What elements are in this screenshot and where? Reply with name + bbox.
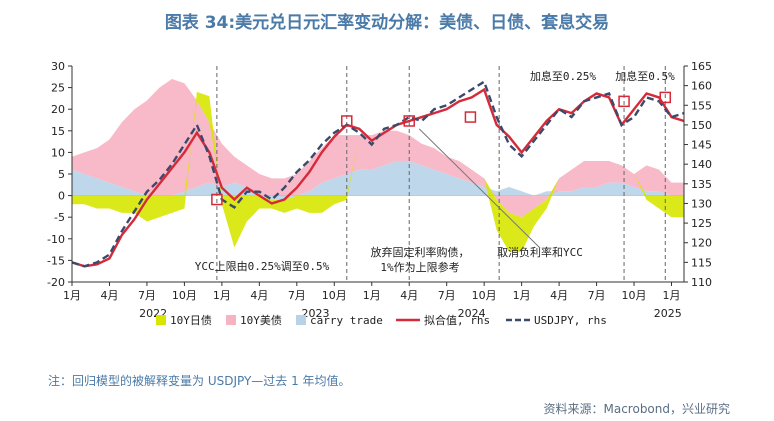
right-tick-label: 135: [691, 178, 712, 191]
x-tick-label: 4月: [250, 289, 268, 302]
source-credit: 资料来源：Macrobond，兴业研究: [543, 402, 731, 416]
footnote: 注：回归模型的被解释变量为 USDJPY—过去 1 年均值。: [48, 374, 351, 388]
chart-area: 30 25 20 15 10 5 0 -5 -10 -15 -20 165 160 155 150 145 14…: [47, 60, 712, 327]
x-tick-label: 1月: [63, 289, 81, 302]
event-marker-2: [403, 115, 415, 127]
event-marker-1: [341, 115, 353, 127]
x-tick-label: 10月: [172, 289, 197, 302]
annotation-pointer: [418, 128, 541, 249]
annotation-hike-05: 加息至0.5%: [615, 69, 675, 83]
x-tick-label: 7月: [438, 289, 456, 302]
area-10Y-: [72, 78, 684, 218]
annotation-fixed-rate: 1%作为上限参考: [380, 260, 459, 274]
x-tick-label: 4月: [550, 289, 568, 302]
left-tick-label: -15: [47, 254, 65, 267]
x-tick-label: 10月: [622, 289, 647, 302]
x-tick-label: 4月: [100, 289, 118, 302]
event-markers: [211, 91, 672, 206]
x-tick-label: 7月: [288, 289, 306, 302]
annotations: YCC上限由0.25%调至0.5% 放弃固定利率购债，1%作为上限参考 取消负利率和…: [195, 69, 675, 274]
line-series-layer: [71, 79, 685, 268]
right-tick-label: 145: [691, 139, 712, 152]
event-marker-5: [659, 91, 672, 104]
legend-swatch-2: [296, 315, 306, 325]
usdjpy-line: [71, 79, 685, 268]
right-tick-label: 165: [691, 60, 712, 73]
legend-label-1: 10Y美债: [240, 313, 282, 327]
annotation-ycc: YCC上限由0.25%调至0.5%: [195, 259, 330, 273]
left-tick-label: 20: [51, 103, 65, 116]
area-10Y-: [72, 91, 684, 252]
right-tick-label: 120: [691, 237, 712, 250]
legend: 10Y日债 10Y美债 carry trade 拟合值, rhs USDJPY, rhs: [156, 313, 607, 327]
x-tick-label: 10月: [472, 289, 497, 302]
left-tick-label: -5: [54, 211, 65, 224]
right-tick-label: 115: [691, 256, 712, 269]
annotation-fixed-rate: 放弃固定利率购债，: [371, 245, 470, 259]
right-tick-label: 150: [691, 119, 712, 132]
right-tick-label: 125: [691, 217, 712, 230]
year-label: 2025: [654, 307, 682, 320]
event-marker-4: [618, 95, 630, 108]
left-tick-label: 0: [58, 190, 65, 203]
left-tick-label: -10: [47, 233, 65, 246]
annotation-cancel-ycc: 取消负利率和YCC: [497, 245, 583, 259]
event-marker-0: [211, 193, 223, 206]
legend-swatch-1: [226, 315, 236, 325]
left-tick-label: 10: [51, 146, 65, 159]
x-tick-label: 7月: [588, 289, 606, 302]
right-tick-label: 140: [691, 158, 712, 171]
left-tick-label: 5: [58, 168, 65, 181]
left-tick-label: 25: [51, 82, 65, 95]
left-tick-label: -20: [47, 276, 65, 289]
axes: 30 25 20 15 10 5 0 -5 -10 -15 -20 165 160 155 150 145 14…: [47, 60, 712, 320]
right-tick-label: 155: [691, 99, 712, 112]
left-tick-label: 30: [51, 60, 65, 73]
chart-title: 图表 34:美元兑日元汇率变动分解：美债、日债、套息交易: [164, 13, 610, 33]
x-tick-label: 7月: [138, 289, 156, 302]
event-marker-3: [464, 111, 477, 123]
x-tick-label: 1月: [213, 289, 231, 302]
x-tick-label: 1月: [663, 289, 681, 302]
legend-swatch-0: [156, 315, 166, 325]
legend-label-3: 拟合值, rhs: [424, 313, 490, 327]
legend-label-4: USDJPY, rhs: [534, 314, 607, 327]
right-tick-label: 160: [691, 80, 712, 93]
x-tick-label: 4月: [400, 289, 418, 302]
year-label: 2023: [302, 307, 330, 320]
legend-label-0: 10Y日债: [170, 313, 212, 327]
annotation-hike-025: 加息至0.25%: [530, 69, 596, 83]
right-tick-label: 130: [691, 197, 712, 210]
x-tick-label: 1月: [363, 289, 381, 302]
x-tick-label: 1月: [513, 289, 531, 302]
left-tick-label: 15: [51, 125, 65, 138]
right-tick-label: 110: [691, 276, 712, 289]
year-label: 2024: [458, 307, 486, 320]
legend-label-2: carry trade: [310, 314, 383, 327]
area-series-layer: [72, 78, 684, 252]
x-tick-label: 10月: [322, 289, 347, 302]
